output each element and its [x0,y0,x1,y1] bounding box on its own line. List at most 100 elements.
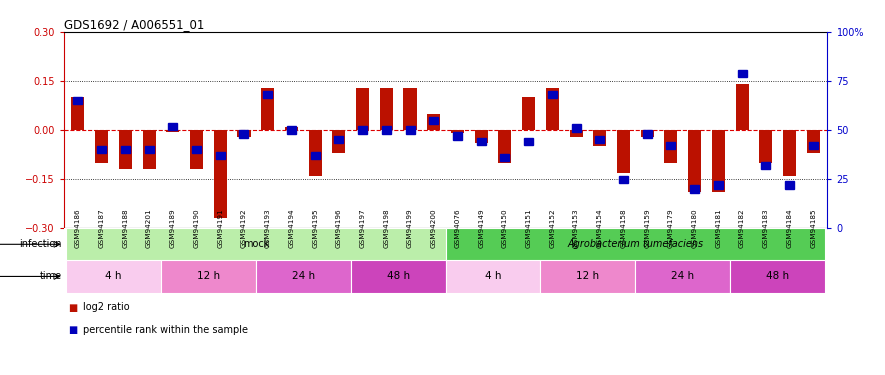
Bar [161,260,256,292]
Bar [380,87,393,130]
Bar [593,130,606,146]
Bar [498,130,512,163]
Bar [311,152,319,159]
Bar [689,130,701,192]
Text: 12 h: 12 h [196,272,220,281]
Text: ■: ■ [68,303,77,312]
Bar [712,130,725,192]
Text: GSM94181: GSM94181 [715,209,721,248]
Bar [309,130,321,176]
Bar [73,97,82,104]
Text: infection: infection [19,239,62,249]
Bar [350,260,445,292]
Bar [735,84,749,130]
Text: log2 ratio: log2 ratio [83,303,130,312]
Bar [572,124,581,132]
Bar [619,176,628,183]
Text: GSM94200: GSM94200 [431,209,436,248]
Bar [666,142,675,149]
Bar [785,182,794,189]
Text: GSM94187: GSM94187 [98,209,104,248]
Text: GDS1692 / A006551_01: GDS1692 / A006551_01 [64,18,204,31]
Text: Agrobacterium tumefaciens: Agrobacterium tumefaciens [567,239,704,249]
Text: GSM94182: GSM94182 [739,209,745,248]
Bar [405,126,414,134]
Bar [453,132,462,140]
Text: GSM94183: GSM94183 [763,209,769,248]
Text: GSM94191: GSM94191 [217,209,223,248]
Bar [335,136,343,144]
Text: 48 h: 48 h [766,272,789,281]
Bar [783,130,796,176]
Bar [500,154,510,161]
Bar [522,98,535,130]
Text: GSM94180: GSM94180 [692,209,697,248]
Bar [168,123,177,130]
Bar [429,117,438,124]
Bar [240,130,249,138]
Text: GSM94184: GSM94184 [787,209,793,248]
Text: GSM94196: GSM94196 [336,209,342,248]
Text: ■: ■ [68,325,77,335]
Bar [477,138,486,146]
Text: GSM94194: GSM94194 [289,209,295,248]
Bar [166,130,180,132]
Text: 4 h: 4 h [485,272,501,281]
Text: GSM94195: GSM94195 [312,209,318,248]
Text: GSM94179: GSM94179 [668,209,674,248]
Bar [635,260,730,292]
Text: GSM94189: GSM94189 [170,209,176,248]
Bar [404,87,417,130]
Bar [256,260,350,292]
Bar [214,130,227,218]
Bar [96,130,108,163]
Bar [714,182,723,189]
Text: GSM94185: GSM94185 [811,209,816,248]
Text: GSM94076: GSM94076 [455,209,460,248]
Bar [596,136,604,144]
Text: GSM94201: GSM94201 [146,209,152,248]
Text: GSM94190: GSM94190 [194,209,199,248]
Text: GSM94192: GSM94192 [241,209,247,248]
Bar [643,130,651,138]
Bar [807,130,820,153]
Text: GSM94149: GSM94149 [478,209,484,248]
Text: GSM94197: GSM94197 [359,209,366,248]
Text: 24 h: 24 h [292,272,315,281]
Text: GSM94198: GSM94198 [383,209,389,248]
Bar [427,114,440,130]
Text: time: time [40,272,62,281]
Bar [759,130,773,163]
Bar [66,260,161,292]
Text: GSM94153: GSM94153 [573,209,579,248]
Bar [119,130,132,170]
Bar [237,130,250,136]
Bar [690,185,699,193]
Bar [72,98,84,130]
Text: 4 h: 4 h [105,272,122,281]
Bar [97,146,106,153]
Text: mock: mock [242,239,269,249]
Text: 12 h: 12 h [576,272,599,281]
Bar [216,152,225,159]
Bar [445,228,825,260]
Bar [641,130,654,136]
Bar [541,260,635,292]
Bar [263,91,273,98]
Bar [809,142,818,149]
Bar [570,130,582,136]
Bar [142,130,156,170]
Bar [144,146,154,153]
Bar [524,138,533,146]
Bar [356,87,369,130]
Text: GSM94186: GSM94186 [75,209,81,248]
Bar [617,130,630,172]
Bar [66,228,445,260]
Bar [190,130,203,170]
Text: GSM94152: GSM94152 [550,209,555,248]
Bar [285,127,298,130]
Text: GSM94159: GSM94159 [644,209,650,248]
Bar [730,260,825,292]
Bar [474,130,488,143]
Text: percentile rank within the sample: percentile rank within the sample [83,325,248,335]
